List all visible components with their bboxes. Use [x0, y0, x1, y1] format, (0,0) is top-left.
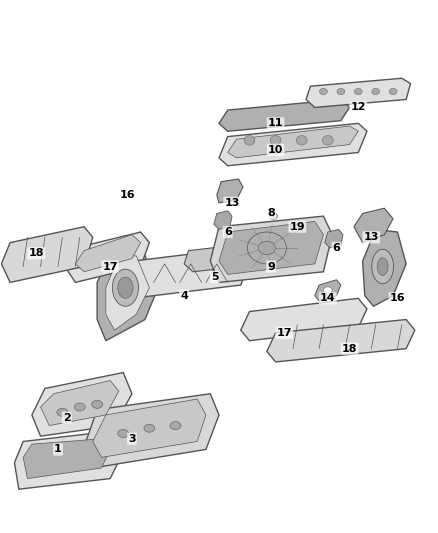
Polygon shape — [219, 221, 323, 274]
Polygon shape — [363, 229, 406, 306]
Polygon shape — [23, 439, 110, 479]
Polygon shape — [93, 399, 206, 457]
Ellipse shape — [372, 249, 393, 284]
Text: 10: 10 — [268, 145, 283, 155]
Polygon shape — [32, 373, 132, 436]
Ellipse shape — [118, 277, 133, 298]
Ellipse shape — [170, 422, 181, 430]
Polygon shape — [75, 235, 141, 272]
Polygon shape — [14, 431, 123, 489]
Ellipse shape — [322, 135, 333, 145]
Text: 9: 9 — [267, 262, 275, 271]
Polygon shape — [106, 256, 149, 330]
Text: 13: 13 — [224, 198, 240, 208]
Text: 16: 16 — [390, 293, 405, 303]
Polygon shape — [219, 100, 350, 131]
Ellipse shape — [144, 424, 155, 432]
Text: 18: 18 — [28, 248, 44, 259]
Polygon shape — [217, 179, 243, 203]
Polygon shape — [67, 232, 149, 282]
Text: 1: 1 — [54, 445, 62, 455]
Text: 11: 11 — [268, 118, 283, 128]
Polygon shape — [315, 280, 341, 301]
Ellipse shape — [272, 215, 275, 217]
Text: 5: 5 — [211, 272, 219, 282]
Polygon shape — [1, 227, 93, 282]
Polygon shape — [123, 248, 250, 298]
Ellipse shape — [389, 88, 397, 95]
Text: 6: 6 — [332, 243, 340, 253]
Text: 3: 3 — [128, 434, 136, 444]
Polygon shape — [210, 216, 332, 282]
Polygon shape — [41, 381, 119, 425]
Polygon shape — [97, 245, 158, 341]
Ellipse shape — [118, 430, 129, 438]
Polygon shape — [267, 319, 415, 362]
Text: 17: 17 — [276, 328, 292, 338]
Polygon shape — [228, 126, 358, 158]
Ellipse shape — [323, 287, 332, 294]
Ellipse shape — [377, 258, 388, 275]
Text: 14: 14 — [320, 293, 336, 303]
Ellipse shape — [74, 403, 85, 411]
Text: 8: 8 — [267, 208, 275, 219]
Polygon shape — [219, 123, 367, 166]
Ellipse shape — [92, 400, 102, 408]
Text: 16: 16 — [120, 190, 135, 200]
Ellipse shape — [372, 88, 380, 95]
Polygon shape — [325, 229, 343, 248]
Ellipse shape — [57, 408, 68, 416]
Ellipse shape — [270, 135, 281, 145]
Ellipse shape — [113, 269, 138, 306]
Ellipse shape — [244, 135, 255, 145]
Text: 19: 19 — [290, 222, 305, 232]
Polygon shape — [184, 243, 267, 272]
Text: 4: 4 — [180, 290, 188, 301]
Text: 17: 17 — [102, 262, 118, 271]
Ellipse shape — [269, 213, 277, 220]
Ellipse shape — [354, 88, 362, 95]
Polygon shape — [84, 394, 219, 468]
Text: 2: 2 — [63, 413, 71, 423]
Polygon shape — [214, 211, 232, 229]
Ellipse shape — [337, 88, 345, 95]
Ellipse shape — [291, 224, 300, 232]
Text: 18: 18 — [342, 344, 357, 354]
Text: 12: 12 — [350, 102, 366, 112]
Polygon shape — [241, 298, 367, 341]
Ellipse shape — [320, 88, 327, 95]
Ellipse shape — [296, 135, 307, 145]
Ellipse shape — [258, 241, 276, 255]
Polygon shape — [306, 78, 410, 108]
Text: 6: 6 — [224, 227, 232, 237]
Polygon shape — [354, 208, 393, 243]
Text: 13: 13 — [364, 232, 379, 243]
